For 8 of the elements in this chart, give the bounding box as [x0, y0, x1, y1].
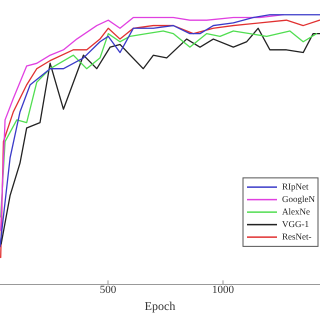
legend-label: VGG-1: [282, 218, 310, 229]
x-tick-label: 1000: [212, 284, 234, 296]
x-axis-title: Epoch: [144, 298, 176, 313]
legend-label: AlexNe: [282, 206, 310, 216]
x-tick-label: 500: [100, 284, 117, 296]
legend-label: ResNet-: [282, 231, 312, 242]
legend-label: RIpNet: [282, 181, 309, 192]
legend-label: GoogleN: [282, 194, 316, 204]
